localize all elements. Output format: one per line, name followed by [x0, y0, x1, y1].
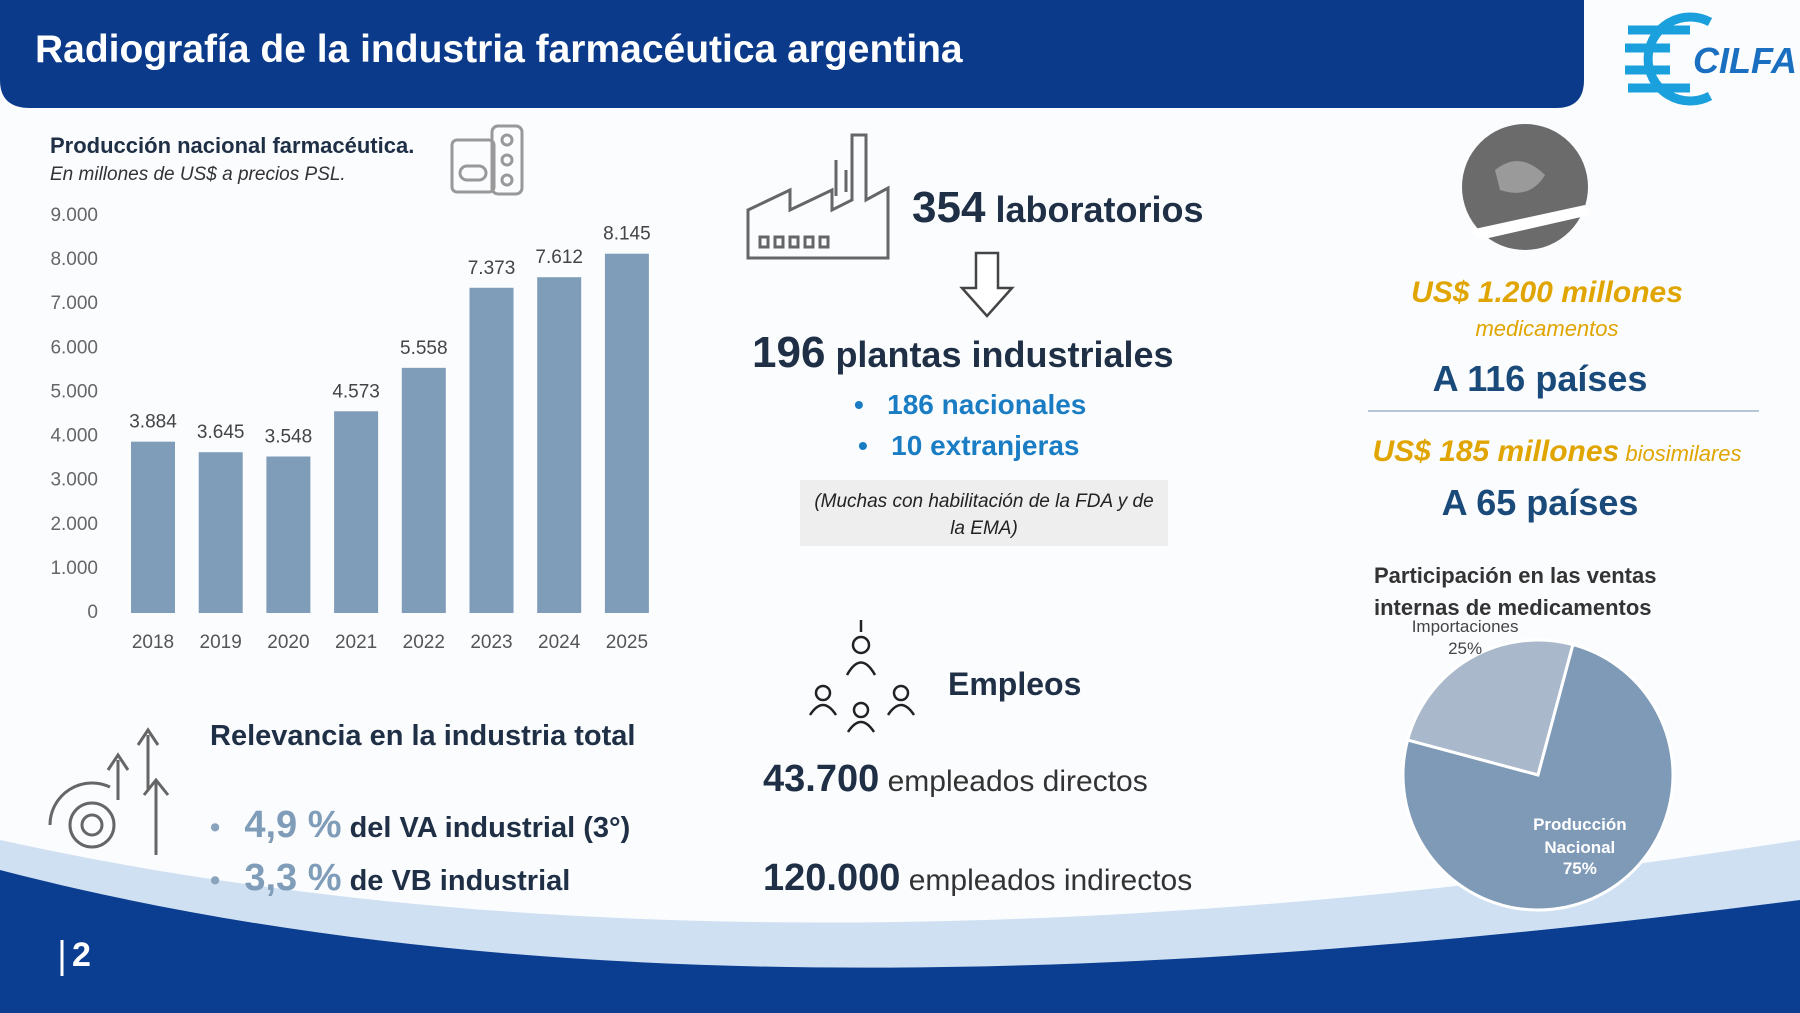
export-destination: A 65 países [1441, 482, 1639, 523]
employment-label: empleados indirectos [908, 864, 1193, 897]
labs-label: laboratorios [995, 189, 1204, 230]
bar [198, 452, 243, 613]
export-product: biosimilares [1625, 441, 1742, 466]
bar [537, 277, 582, 613]
x-tick-label: 2018 [132, 632, 174, 653]
x-tick-label: 2025 [606, 632, 648, 653]
y-tick-label: 6.000 [50, 337, 98, 358]
x-tick-label: 2022 [403, 632, 445, 653]
header-banner [0, 0, 1584, 108]
pie-value-label: 75% [1562, 859, 1597, 879]
plants: 196 plantas industriales [752, 328, 1174, 378]
value-label: 7.612 [535, 247, 583, 268]
export-destination: A 116 países [1432, 358, 1648, 399]
plants-count: 196 [752, 328, 826, 377]
note-box [800, 480, 1168, 546]
value-label: 4.573 [332, 381, 380, 402]
globe-icon [1462, 124, 1590, 250]
pie-title: Participación en las ventas internas de … [1374, 563, 1657, 620]
y-tick-label: 0 [87, 602, 98, 623]
employment-count: 43.700 [763, 758, 880, 800]
export-amount: US$ 185 millones [1372, 435, 1620, 468]
value-label: 3.548 [265, 426, 313, 447]
relevance-title: Relevancia en la industria total [210, 720, 636, 752]
value-label: 8.145 [603, 224, 651, 245]
people-icon [808, 620, 916, 733]
down-arrow [959, 251, 1015, 318]
bar [469, 287, 514, 613]
pie-label: Producción Nacional [1533, 815, 1627, 858]
gears-icon [48, 727, 170, 855]
bar [401, 367, 446, 613]
x-tick-label: 2023 [470, 632, 512, 653]
y-tick-label: 7.000 [50, 293, 98, 314]
wave-dark [0, 870, 1800, 1013]
y-tick-label: 8.000 [50, 249, 98, 270]
export-product: medicamentos [1475, 316, 1619, 341]
value-label: 3.884 [129, 412, 177, 433]
bar [604, 253, 649, 613]
relevance-value: 3,3 % [244, 857, 342, 899]
x-tick-label: 2020 [267, 632, 309, 653]
x-tick-label: 2021 [335, 632, 377, 653]
y-tick-label: 1.000 [50, 558, 98, 579]
relevance-item: • 4,9 % del VA industrial (3°) [210, 804, 631, 846]
labs-count: 354 [912, 183, 986, 232]
y-tick-label: 9.000 [50, 205, 98, 226]
pie-label: Importaciones [1411, 616, 1519, 636]
y-tick-label: 4.000 [50, 426, 98, 447]
employment-count: 120.000 [763, 857, 901, 899]
bar [266, 456, 311, 613]
note: (Muchas con habilitación de la FDA y de … [814, 491, 1154, 539]
plants-item: • 10 extranjeras [858, 430, 1080, 461]
bar-subtitle: En millones de US$ a precios PSL. [50, 164, 346, 185]
pill-icon [450, 124, 524, 196]
employment-item: 43.700 empleados directos [763, 758, 1148, 801]
x-tick-label: 2019 [200, 632, 242, 653]
plants-item: • 186 nacionales [854, 389, 1087, 420]
plants-item-text: 186 nacionales [887, 389, 1087, 420]
y-tick-label: 3.000 [50, 470, 98, 491]
logo-mark [1625, 12, 1713, 106]
y-tick-label: 2.000 [50, 514, 98, 535]
plants-item-text: 10 extranjeras [891, 430, 1080, 461]
employment-label: empleados directos [887, 765, 1148, 798]
export-amount: US$ 1.200 millones [1411, 276, 1683, 309]
pie-slice [1405, 638, 1575, 777]
pie-value-label: 25% [1448, 638, 1483, 658]
value-label: 5.558 [400, 338, 448, 359]
y-tick-label: 5.000 [50, 381, 98, 402]
employment-item: 120.000 empleados indirectos [763, 857, 1192, 900]
relevance-item: • 3,3 % de VB industrial [210, 857, 571, 899]
relevance-label: de VB industrial [349, 865, 571, 897]
relevance-label: del VA industrial (3°) [349, 812, 631, 844]
export-line: US$ 185 millones biosimilares [1347, 435, 1767, 469]
page-number: 2 [72, 936, 91, 974]
bar [334, 411, 379, 613]
employment-title: Empleos [948, 666, 1082, 702]
labs: 354 laboratorios [912, 183, 1203, 233]
x-tick-label: 2024 [538, 632, 581, 653]
value-label: 3.645 [197, 422, 245, 443]
factory-icon [746, 133, 890, 260]
bar [131, 441, 175, 613]
logo-text: CILFA [1693, 40, 1797, 81]
plants-label: plantas industriales [835, 334, 1174, 375]
relevance-value: 4,9 % [244, 804, 342, 846]
value-label: 7.373 [468, 258, 516, 279]
bar-title: Producción nacional farmacéutica. [50, 133, 415, 158]
pie-slice [1401, 642, 1675, 912]
title: Radiografía de la industria farmacéutica… [35, 28, 963, 71]
